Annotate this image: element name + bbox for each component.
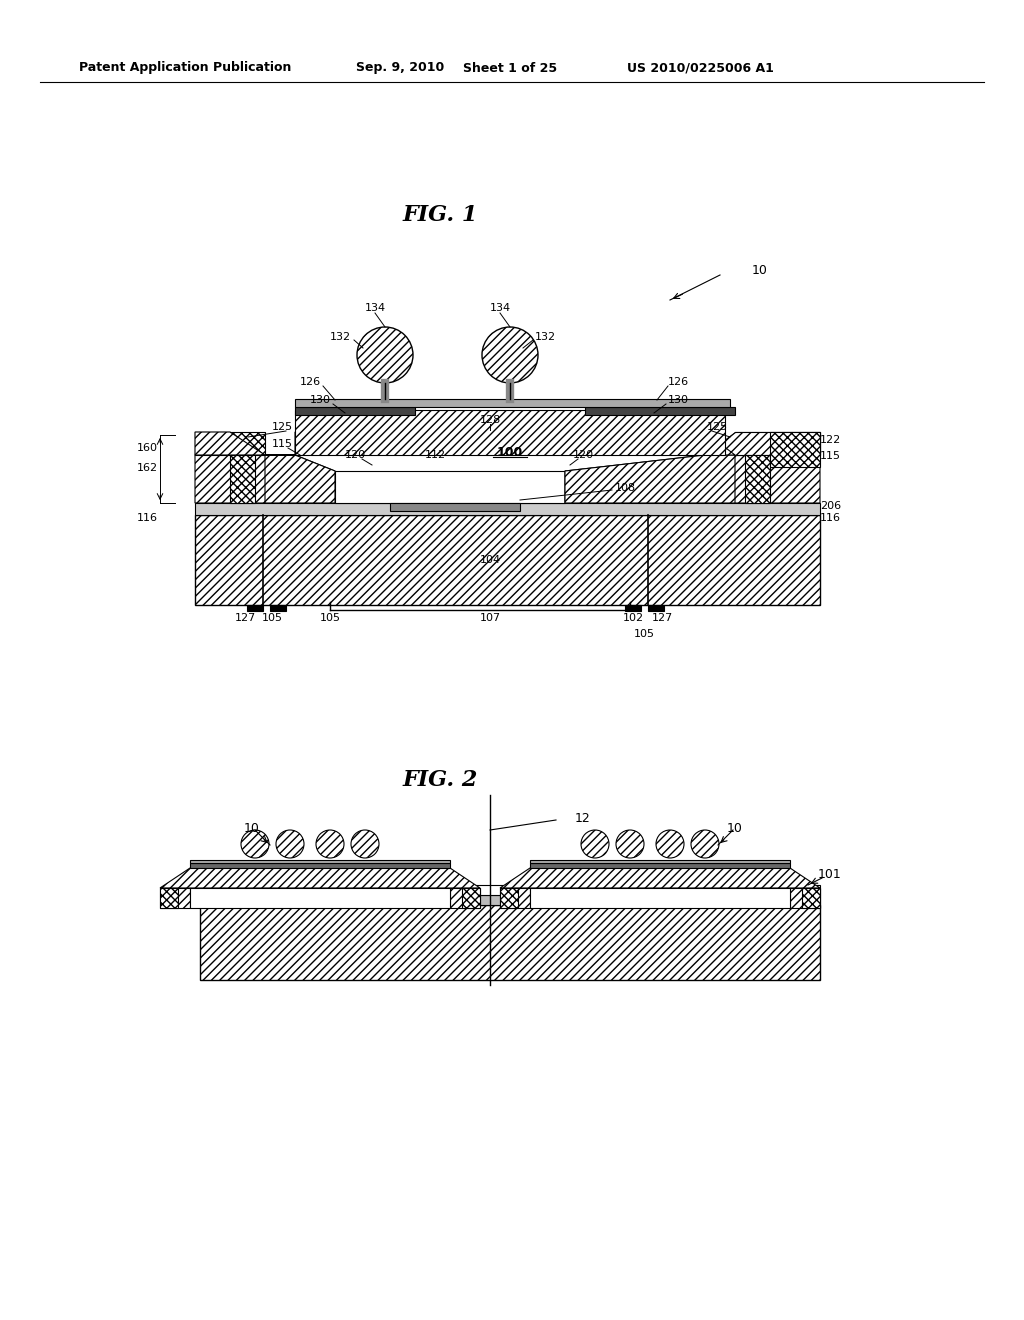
Text: 126: 126 (299, 378, 321, 387)
Text: 162: 162 (137, 463, 158, 473)
Text: 132: 132 (535, 333, 556, 342)
Text: 112: 112 (424, 450, 445, 459)
Circle shape (241, 830, 269, 858)
Text: 105: 105 (319, 612, 341, 623)
Text: FIG. 2: FIG. 2 (402, 770, 477, 791)
Polygon shape (500, 869, 820, 888)
Text: Patent Application Publication: Patent Application Publication (79, 62, 291, 74)
Polygon shape (195, 455, 335, 503)
Bar (500, 888, 518, 908)
Text: 120: 120 (572, 450, 594, 459)
Bar (195, 515, 820, 605)
Polygon shape (500, 888, 530, 908)
Bar (530, 863, 790, 869)
Text: 120: 120 (344, 450, 366, 459)
Text: 108: 108 (614, 483, 636, 492)
Polygon shape (265, 432, 735, 455)
Bar (200, 895, 820, 906)
Bar (247, 605, 263, 611)
Text: 126: 126 (668, 378, 688, 387)
Bar (335, 471, 565, 503)
Bar (200, 884, 820, 895)
Text: 125: 125 (271, 422, 293, 432)
Circle shape (581, 830, 609, 858)
Text: 127: 127 (651, 612, 673, 623)
Text: 105: 105 (261, 612, 283, 623)
Bar (530, 888, 790, 908)
Text: 132: 132 (330, 333, 350, 342)
Text: 10: 10 (244, 821, 260, 834)
Bar (195, 503, 820, 515)
Polygon shape (160, 869, 480, 888)
Polygon shape (565, 455, 820, 503)
Polygon shape (195, 432, 265, 455)
Bar (770, 432, 820, 467)
Text: 12: 12 (575, 812, 591, 825)
Bar (190, 888, 450, 908)
Text: 122: 122 (820, 436, 842, 445)
Text: 115: 115 (271, 440, 293, 449)
Text: 10: 10 (727, 821, 743, 834)
Text: 101: 101 (818, 869, 842, 882)
Circle shape (482, 327, 538, 383)
Polygon shape (265, 455, 335, 503)
Text: 206: 206 (820, 502, 841, 511)
Bar (190, 861, 450, 863)
Bar (190, 863, 450, 869)
Text: Sep. 9, 2010: Sep. 9, 2010 (356, 62, 444, 74)
Circle shape (616, 830, 644, 858)
Circle shape (691, 830, 719, 858)
Text: 160: 160 (137, 444, 158, 453)
Text: US 2010/0225006 A1: US 2010/0225006 A1 (627, 62, 773, 74)
Circle shape (276, 830, 304, 858)
Text: 102: 102 (623, 612, 643, 623)
Polygon shape (565, 455, 735, 503)
Text: 116: 116 (820, 513, 841, 523)
Bar (295, 411, 725, 455)
Text: 116: 116 (137, 513, 158, 523)
Text: 10: 10 (752, 264, 768, 276)
Text: 104: 104 (479, 554, 501, 565)
Circle shape (316, 830, 344, 858)
Text: 127: 127 (234, 612, 256, 623)
Polygon shape (790, 888, 820, 908)
Text: FIG. 1: FIG. 1 (402, 205, 477, 226)
Bar (270, 605, 286, 611)
Polygon shape (195, 432, 265, 455)
Text: 130: 130 (668, 395, 688, 405)
Circle shape (357, 327, 413, 383)
Bar (230, 455, 255, 503)
Bar (802, 888, 820, 908)
Text: 134: 134 (365, 304, 386, 313)
Bar (625, 605, 641, 611)
Bar (648, 605, 664, 611)
Bar (585, 407, 735, 414)
Text: 100: 100 (497, 446, 523, 459)
Polygon shape (160, 888, 190, 908)
Bar (295, 399, 730, 407)
Text: 128: 128 (479, 414, 501, 425)
Polygon shape (705, 432, 820, 455)
Bar (295, 407, 415, 414)
Text: 134: 134 (489, 304, 511, 313)
Text: 107: 107 (479, 612, 501, 623)
Circle shape (351, 830, 379, 858)
Bar (462, 888, 480, 908)
Text: 130: 130 (309, 395, 331, 405)
Bar (390, 503, 520, 511)
Polygon shape (450, 888, 480, 908)
Bar (160, 888, 178, 908)
Polygon shape (705, 432, 820, 455)
Bar (200, 906, 820, 979)
Text: 125: 125 (707, 422, 728, 432)
Text: 115: 115 (820, 451, 841, 461)
Circle shape (656, 830, 684, 858)
Bar (530, 861, 790, 863)
Text: 105: 105 (634, 630, 654, 639)
Bar (745, 455, 770, 503)
Text: Sheet 1 of 25: Sheet 1 of 25 (463, 62, 557, 74)
